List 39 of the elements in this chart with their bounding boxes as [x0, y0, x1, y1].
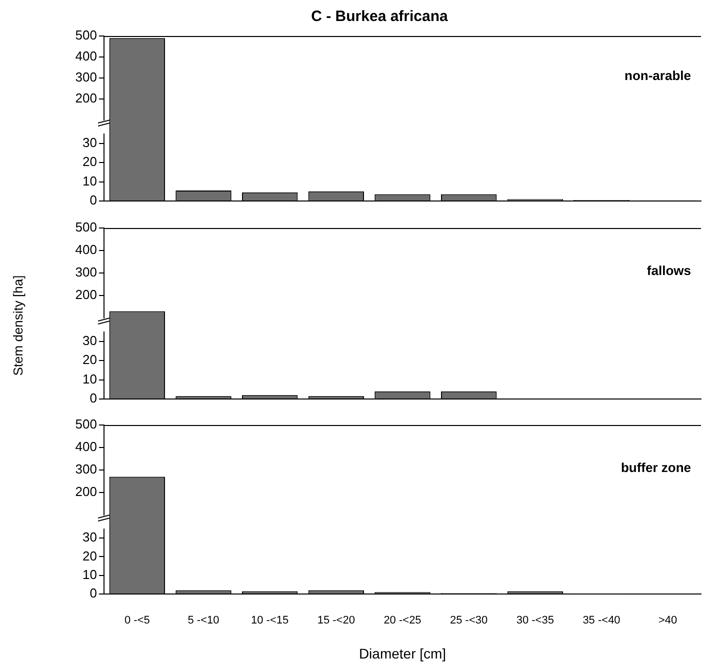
y-tick-label: 500 — [75, 28, 97, 43]
x-tick-label: 10 -<15 — [251, 614, 289, 627]
y-tick-label: 200 — [75, 484, 97, 500]
y-tick-label: 500 — [75, 416, 97, 432]
y-tick-label: 200 — [75, 287, 97, 302]
y-tick-label: 200 — [75, 90, 97, 106]
y-tick-label: 10 — [82, 566, 97, 582]
x-tick-label: 25 -<30 — [450, 614, 488, 627]
y-tick-label: 10 — [82, 173, 97, 188]
y-tick-label: 20 — [82, 548, 97, 564]
x-tick-label: 35 -<40 — [582, 614, 620, 627]
y-tick-label: 500 — [75, 220, 97, 235]
x-tick-label: 0 -<5 — [124, 614, 150, 627]
x-tick-label: 20 -<25 — [384, 614, 422, 627]
y-tick-label: 0 — [90, 586, 97, 601]
y-tick-label: 20 — [82, 154, 97, 170]
y-tick-label: 0 — [90, 192, 97, 208]
y-axis-title: Stem density [ha] — [10, 274, 26, 378]
y-tick-label: 400 — [75, 242, 97, 258]
y-tick-label: 300 — [75, 264, 97, 280]
y-tick-label: 0 — [90, 390, 97, 406]
y-tick-label: 30 — [82, 332, 97, 348]
x-tick-label: 15 -<20 — [317, 614, 355, 627]
y-tick-label: 10 — [82, 371, 97, 386]
x-tick-label: 30 -<35 — [516, 614, 554, 627]
x-tick-label: >40 — [658, 614, 678, 627]
chart-title: C - Burkea africana — [311, 8, 449, 26]
y-tick-label: 300 — [75, 462, 97, 477]
annotation: fallows — [646, 262, 691, 278]
x-tick-label: 5 -<10 — [188, 614, 220, 627]
annotation: buffer zone — [620, 460, 691, 475]
annotation: non-arable — [624, 68, 691, 83]
y-tick-label: 20 — [82, 352, 97, 368]
y-tick-label: 300 — [75, 70, 97, 85]
x-axis-title: Diameter [cm] — [358, 645, 446, 662]
y-tick-label: 30 — [82, 134, 97, 150]
y-tick-label: 400 — [75, 439, 97, 454]
y-tick-label: 30 — [82, 530, 97, 545]
y-tick-label: 400 — [75, 48, 97, 64]
